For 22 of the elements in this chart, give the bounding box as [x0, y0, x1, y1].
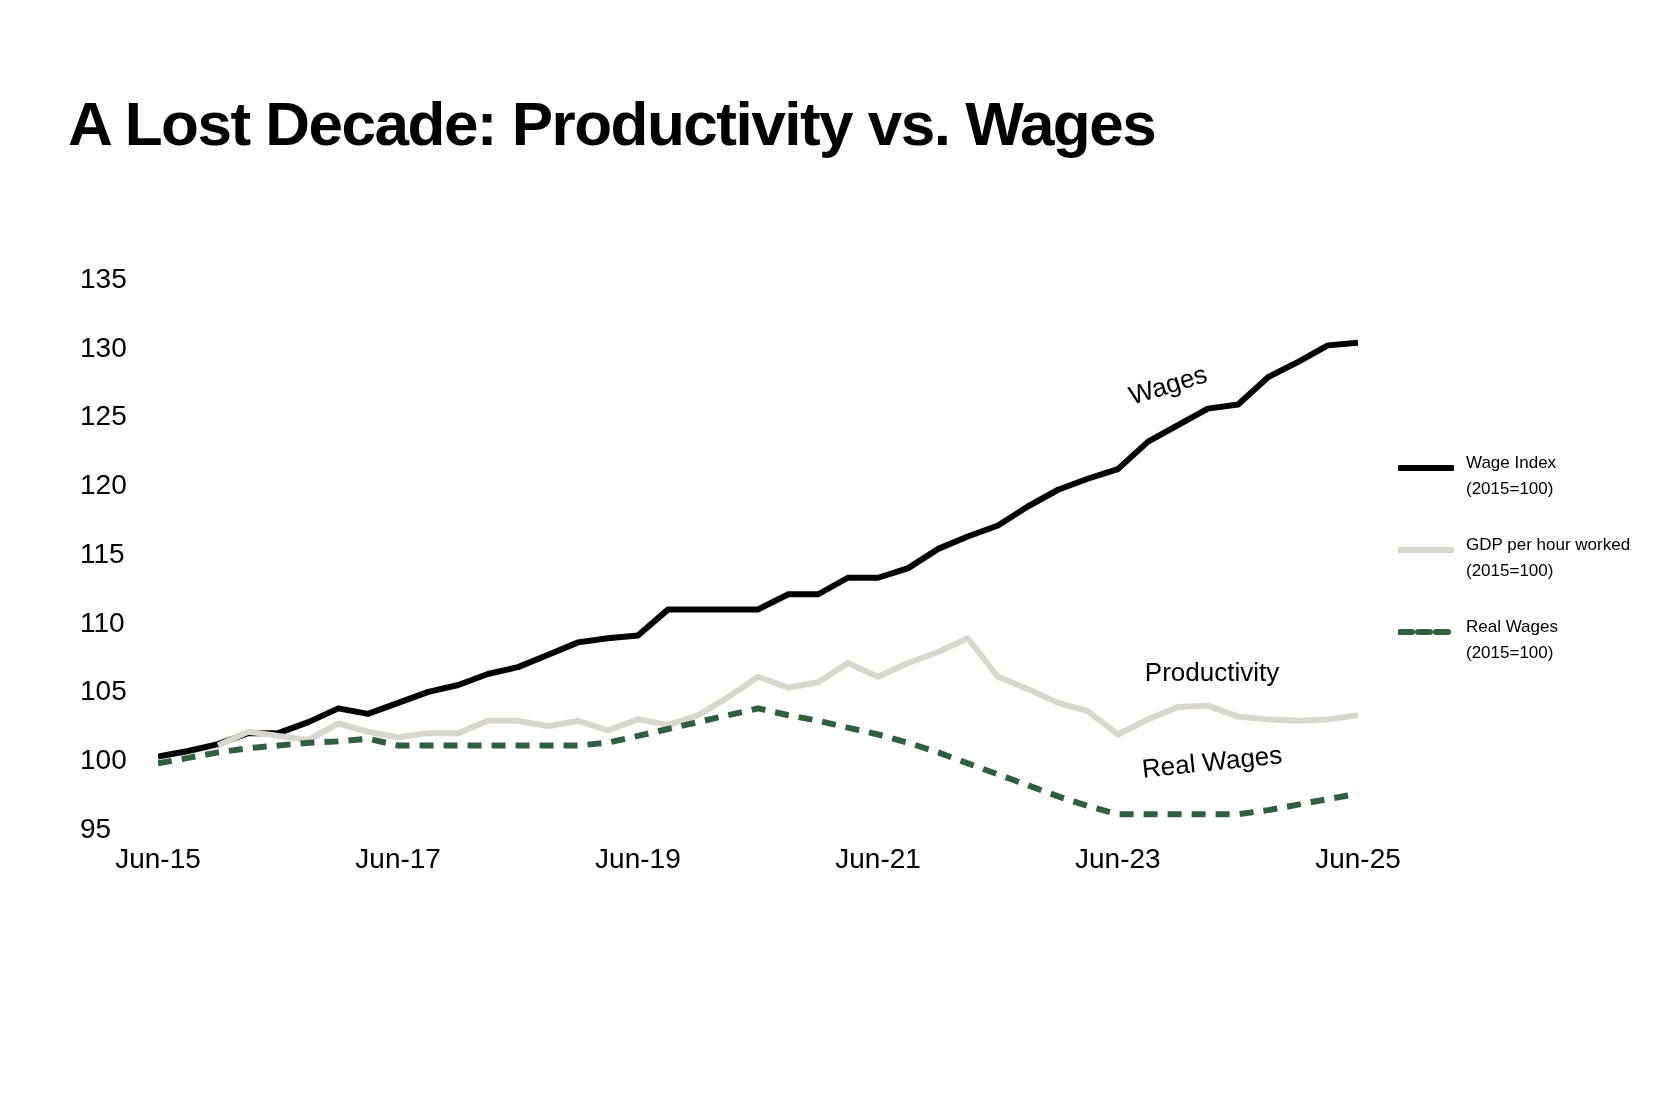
annotation: Wages — [1125, 358, 1211, 412]
x-tick-label: Jun-17 — [355, 842, 441, 874]
x-tick-label: Jun-19 — [595, 842, 681, 874]
y-tick-label: 95 — [80, 812, 112, 844]
x-tick-label: Jun-15 — [115, 842, 201, 874]
x-tick-label: Jun-25 — [1315, 842, 1401, 874]
y-tick-label: 130 — [80, 331, 127, 363]
y-tick-label: 110 — [80, 606, 125, 638]
annotation: Productivity — [1144, 656, 1280, 688]
y-tick-label: 105 — [80, 675, 127, 707]
y-tick-label: 100 — [80, 744, 127, 776]
y-tick-label: 135 — [80, 262, 127, 294]
y-tick-label: 120 — [80, 469, 127, 501]
annotation: Real Wages — [1140, 739, 1284, 785]
y-tick-label: 115 — [80, 537, 125, 569]
x-tick-label: Jun-21 — [835, 842, 921, 874]
y-tick-label: 125 — [80, 400, 127, 432]
x-tick-label: Jun-23 — [1075, 842, 1161, 874]
chart-title: A Lost Decade: Productivity vs. Wages — [68, 88, 1156, 159]
legend-label: GDP per hour worked (2015=100) — [1466, 534, 1632, 582]
legend-label: Real Wages (2015=100) — [1466, 616, 1559, 664]
legend-label: Wage Index (2015=100) — [1466, 452, 1558, 500]
